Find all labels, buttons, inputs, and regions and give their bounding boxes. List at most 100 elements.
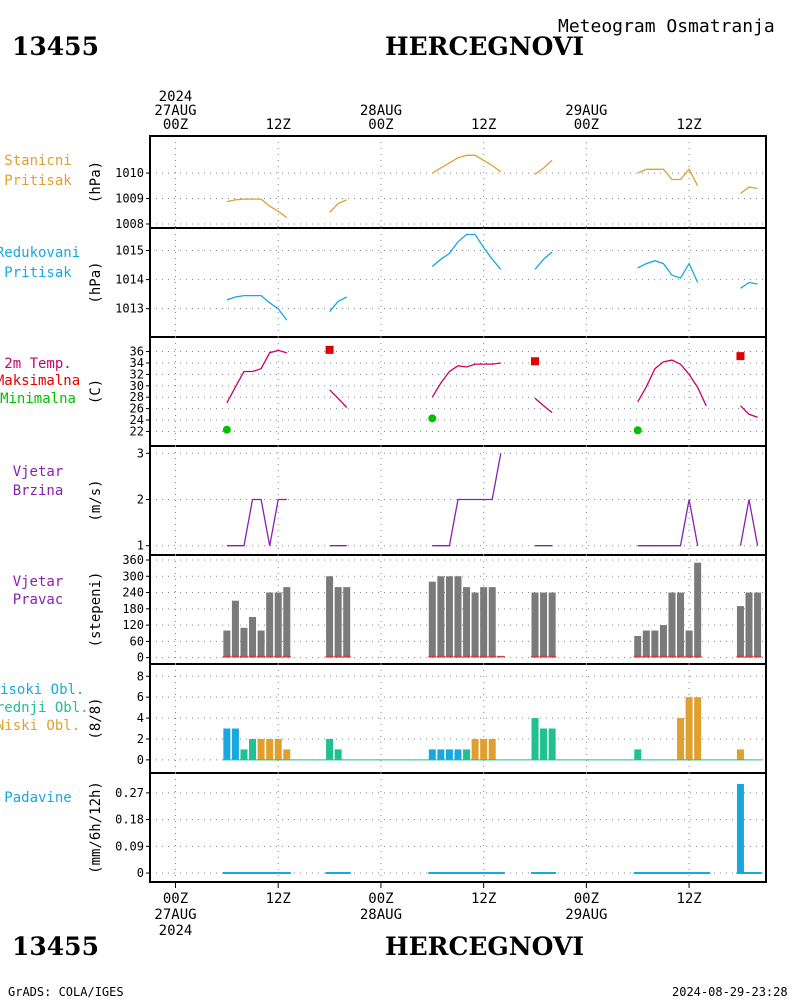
series-line bbox=[637, 359, 707, 407]
time-label-bottom: 00Z bbox=[574, 891, 599, 907]
panel-label: Pritisak bbox=[4, 173, 72, 189]
value-bar bbox=[334, 587, 342, 658]
value-bar bbox=[548, 592, 556, 658]
cloud-bar bbox=[437, 749, 445, 760]
panel-5: 0 60 120 180 240 300 360 (stepeni) Vjetar Pravac bbox=[13, 553, 766, 665]
series-line bbox=[432, 453, 502, 547]
value-bar bbox=[326, 576, 334, 658]
timestamp-text: 2024-08-29-23:28 bbox=[672, 985, 788, 999]
series-line bbox=[431, 362, 501, 398]
y-tick-label: 1 bbox=[137, 539, 144, 553]
y-tick-label: 34 bbox=[130, 356, 144, 370]
value-bar bbox=[634, 635, 642, 658]
series-line bbox=[226, 498, 287, 547]
y-tick-label: 36 bbox=[130, 345, 144, 359]
y-tick-label: 24 bbox=[130, 413, 144, 427]
series-line bbox=[637, 168, 699, 187]
y-tick-label: 26 bbox=[130, 402, 144, 416]
series-line bbox=[226, 349, 287, 404]
value-bar bbox=[231, 600, 239, 658]
cloud-bar bbox=[463, 749, 471, 760]
series-line bbox=[637, 260, 699, 283]
panel-label: Brzina bbox=[13, 483, 64, 499]
cloud-bar bbox=[685, 697, 693, 760]
panel-2: 1013 1014 1015 (hPa) Redukovani Pritisak bbox=[0, 228, 766, 338]
value-bar bbox=[480, 587, 488, 658]
y-axis-label: (C) bbox=[88, 379, 104, 404]
y-axis-label: (stepeni) bbox=[88, 572, 104, 648]
time-label-top: 29AUG bbox=[565, 103, 607, 119]
value-bar bbox=[274, 592, 282, 658]
panel-4: 1 2 3 (m/s) Vjetar Brzina bbox=[13, 446, 766, 556]
value-bar bbox=[223, 630, 231, 658]
y-tick-label: 1015 bbox=[115, 244, 144, 258]
time-label-top: 12Z bbox=[676, 117, 701, 133]
series-line bbox=[534, 251, 553, 270]
station-name-bottom: HERCEGNOVI bbox=[385, 932, 584, 961]
cloud-bar bbox=[249, 738, 257, 760]
y-tick-label: 60 bbox=[130, 634, 144, 648]
cloud-bar bbox=[266, 738, 274, 760]
value-bar bbox=[736, 606, 744, 658]
cloud-bar bbox=[694, 697, 702, 760]
y-tick-label: 120 bbox=[122, 618, 144, 632]
plot-area bbox=[226, 233, 758, 321]
y-axis-label: (m/s) bbox=[88, 479, 104, 521]
value-bar bbox=[471, 592, 479, 658]
value-bar bbox=[668, 592, 676, 658]
panel-label: Srednji Obl. bbox=[0, 700, 89, 716]
y-tick-label: 1010 bbox=[115, 166, 144, 180]
y-axis-label: (hPa) bbox=[88, 261, 104, 303]
y-axis-label: (hPa) bbox=[88, 161, 104, 203]
panel-label: Vjetar bbox=[13, 574, 64, 590]
station-id-top: 13455 bbox=[12, 32, 99, 61]
y-tick-label: 6 bbox=[137, 690, 144, 704]
time-label-top: 2024 bbox=[159, 89, 193, 105]
series-line bbox=[739, 499, 759, 546]
y-tick-label: 0.27 bbox=[115, 786, 144, 800]
min-temp-marker bbox=[633, 426, 642, 435]
panel-label: Stanicni bbox=[4, 153, 71, 169]
plot-area bbox=[222, 345, 758, 435]
series-line bbox=[740, 405, 758, 418]
y-tick-label: 1014 bbox=[115, 273, 144, 287]
y-tick-label: 2 bbox=[137, 732, 144, 746]
value-bar bbox=[754, 592, 762, 658]
y-tick-label: 240 bbox=[122, 586, 144, 600]
time-label-bottom: 28AUG bbox=[360, 907, 402, 923]
panel-label: Vjetar bbox=[13, 464, 64, 480]
cloud-bar bbox=[531, 718, 539, 760]
panel-label: Maksimalna bbox=[0, 373, 80, 389]
max-temp-marker bbox=[531, 357, 540, 366]
y-tick-label: 360 bbox=[122, 553, 144, 567]
max-temp-marker bbox=[736, 352, 745, 361]
y-tick-label: 8 bbox=[137, 669, 144, 683]
panel-label: Minimalna bbox=[0, 391, 76, 407]
plot-area bbox=[222, 697, 762, 761]
cloud-bar bbox=[283, 749, 291, 760]
cloud-bar bbox=[736, 749, 744, 760]
value-bar bbox=[437, 576, 445, 658]
min-temp-marker bbox=[222, 425, 231, 434]
y-tick-label: 3 bbox=[137, 446, 144, 460]
value-bar bbox=[651, 630, 659, 658]
series-line bbox=[431, 233, 502, 270]
y-tick-label: 0 bbox=[137, 753, 144, 767]
credit-text: GrADS: COLA/IGES bbox=[8, 985, 124, 999]
y-tick-label: 0 bbox=[137, 651, 144, 665]
y-tick-label: 1009 bbox=[115, 192, 144, 206]
series-line bbox=[534, 159, 553, 175]
y-tick-label: 300 bbox=[122, 569, 144, 583]
series-line bbox=[740, 186, 758, 195]
series-line bbox=[740, 281, 758, 289]
cloud-bar bbox=[677, 718, 685, 760]
y-tick-label: 32 bbox=[130, 367, 144, 381]
y-tick-label: 180 bbox=[122, 602, 144, 616]
panel-label: Visoki Obl. bbox=[0, 682, 84, 698]
cloud-bar bbox=[548, 728, 556, 760]
value-bar bbox=[428, 581, 436, 658]
y-tick-label: 30 bbox=[130, 379, 144, 393]
series-line bbox=[329, 389, 348, 408]
